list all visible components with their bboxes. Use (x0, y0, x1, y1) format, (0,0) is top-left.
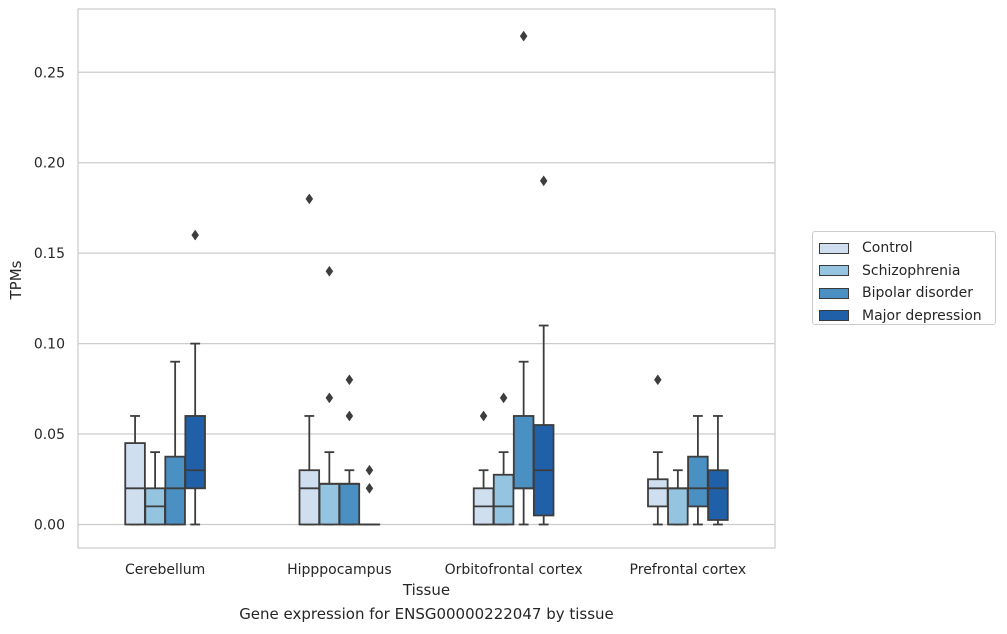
legend-label-schizophrenia: Schizophrenia (862, 262, 961, 279)
box (707, 415, 729, 526)
box (358, 464, 381, 526)
box-body (298, 469, 321, 526)
box (532, 175, 555, 526)
y-tick-label: 0.05 (34, 427, 65, 443)
legend-swatch-bipolar (819, 287, 849, 299)
legend-label-major-depression: Major depression (862, 307, 982, 324)
outlier-point (325, 265, 334, 277)
y-tick-label: 0.00 (34, 517, 65, 533)
x-tick-label: Orbitofrontal cortex (445, 562, 583, 578)
box-body (667, 487, 689, 526)
outlier-point (539, 175, 548, 187)
legend-swatch-schizophrenia (819, 265, 849, 277)
box-body (184, 415, 206, 490)
box (338, 374, 361, 526)
series-bipolar-disorder (164, 30, 709, 526)
box-body (124, 442, 146, 526)
plot-frame (77, 8, 776, 549)
legend-label-control: Control (862, 240, 913, 257)
outlier-point (345, 410, 354, 422)
legend-item-schizophrenia: Schizophrenia (819, 260, 995, 283)
x-axis-label: Tissue (402, 581, 450, 599)
outlier-point (479, 410, 488, 422)
box (184, 229, 206, 526)
legend-swatch-major-depression (819, 310, 849, 322)
outlier-point (499, 392, 508, 404)
outlier-point (305, 193, 314, 205)
box-body (318, 482, 341, 526)
y-tick-label: 0.20 (34, 156, 65, 172)
box (124, 415, 146, 526)
x-tick-label: Cerebellum (125, 562, 205, 578)
y-tick-label: 0.15 (34, 246, 65, 262)
chart-caption: Gene expression for ENSG00000222047 by t… (239, 605, 614, 623)
box (687, 415, 709, 526)
outlier-point (191, 229, 199, 241)
box-series (124, 30, 729, 526)
series-major-depression (184, 175, 729, 526)
box-body (164, 455, 186, 526)
box (144, 451, 166, 526)
legend-item-control: Control (819, 237, 995, 260)
outlier-point (654, 374, 662, 386)
box-body (687, 455, 709, 508)
legend-swatch-control (819, 242, 849, 254)
box (318, 265, 341, 526)
outlier-point (345, 374, 354, 386)
outlier-point (519, 30, 528, 42)
box-body (492, 473, 515, 526)
box-body (647, 478, 669, 508)
outlier-point (365, 464, 374, 476)
box-body (338, 482, 361, 526)
box (512, 30, 535, 526)
x-tick-label: Hipppocampus (287, 562, 392, 578)
outlier-point (325, 392, 334, 404)
outlier-point (365, 482, 374, 494)
box (164, 360, 186, 526)
legend-item-major-depression: Major depression (819, 305, 995, 328)
x-tick-label: Prefrontal cortex (630, 562, 747, 578)
y-axis-label: TPMs (7, 260, 25, 300)
y-tick-label: 0.25 (34, 65, 65, 81)
box (492, 392, 515, 526)
legend-label-bipolar: Bipolar disorder (862, 285, 974, 302)
box-body (512, 415, 535, 490)
box-body (707, 469, 729, 521)
legend: Control Schizophrenia Bipolar disorder M… (812, 231, 996, 325)
x-axis-ticks: Cerebellum Hipppocampus Orbitofrontal cort… (125, 562, 746, 578)
y-tick-label: 0.10 (34, 337, 65, 353)
series-schizophrenia (144, 265, 689, 526)
legend-item-bipolar: Bipolar disorder (819, 282, 995, 305)
y-axis-ticks: 0.00 0.05 0.10 0.15 0.20 0.25 (34, 65, 65, 533)
